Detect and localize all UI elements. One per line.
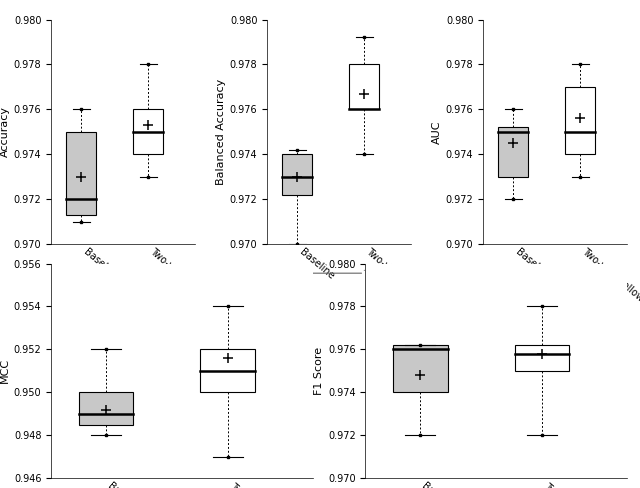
Bar bbox=[565, 87, 595, 154]
Y-axis label: Accuracy: Accuracy bbox=[0, 106, 10, 157]
Y-axis label: F1 Score: F1 Score bbox=[314, 347, 324, 395]
Bar bbox=[79, 392, 133, 425]
Bar bbox=[499, 127, 529, 177]
Bar bbox=[133, 109, 163, 154]
Bar bbox=[282, 154, 312, 195]
Y-axis label: MCC: MCC bbox=[0, 358, 10, 384]
Bar bbox=[67, 132, 97, 215]
Bar bbox=[200, 349, 255, 392]
Y-axis label: AUC: AUC bbox=[431, 120, 442, 143]
Bar bbox=[515, 345, 570, 371]
Y-axis label: Balanced Accuracy: Balanced Accuracy bbox=[216, 79, 225, 185]
Bar bbox=[393, 345, 447, 392]
Bar bbox=[349, 64, 380, 109]
